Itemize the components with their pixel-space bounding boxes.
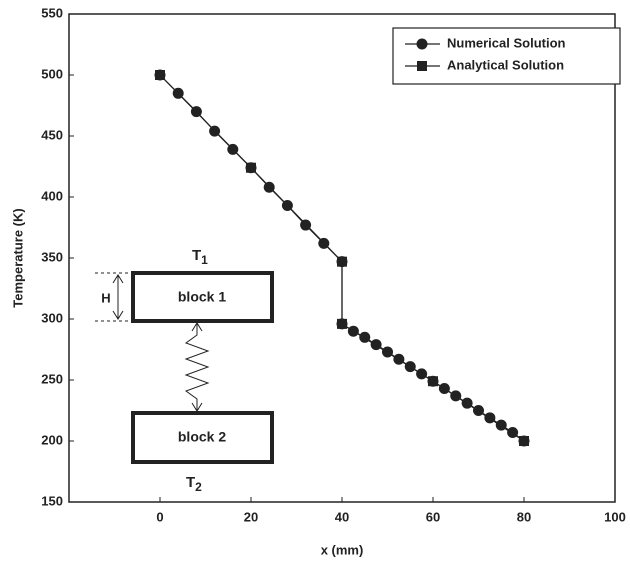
square-marker (246, 162, 256, 173)
circle-marker (227, 143, 239, 155)
y-tick-label: 300 (41, 310, 63, 325)
x-axis-label: x (mm) (321, 542, 364, 557)
circle-marker (416, 368, 428, 380)
temperature-label: T1 (192, 247, 208, 267)
circle-marker (473, 405, 484, 416)
legend (392, 27, 621, 85)
circle-marker (281, 200, 293, 212)
circle-marker (484, 412, 496, 424)
circle-marker (300, 219, 312, 231)
height-label: H (101, 290, 110, 305)
square-marker (155, 70, 165, 80)
circle-marker (393, 353, 405, 365)
circle-marker (507, 426, 519, 438)
circle-marker (450, 390, 462, 402)
circle-marker (404, 361, 416, 373)
legend-label: Analytical Solution (447, 57, 564, 72)
circle-marker (370, 339, 382, 351)
circle-marker (495, 419, 507, 431)
y-axis-label: Temperature (K) (10, 208, 25, 307)
circle-marker (359, 331, 371, 343)
y-tick-label: 450 (41, 127, 63, 142)
x-tick-label: 20 (244, 509, 258, 524)
x-tick-label: 60 (426, 509, 440, 524)
y-tick-label: 400 (41, 188, 63, 203)
y-tick-label: 200 (41, 432, 63, 447)
circle-marker (172, 87, 184, 99)
symbol: T (192, 247, 201, 264)
circle-marker (438, 383, 450, 395)
square-marker (337, 256, 347, 267)
y-tick-label: 350 (41, 249, 63, 264)
inset-diagram (95, 271, 274, 464)
circle-marker (416, 38, 428, 50)
y-tick-label: 150 (41, 493, 63, 508)
square-marker (519, 436, 529, 446)
circle-marker (190, 106, 202, 118)
circle-marker (263, 181, 275, 193)
square-marker (417, 61, 427, 71)
y-tick-label: 500 (41, 66, 63, 81)
circle-marker (461, 397, 473, 409)
block-label: block 1 (178, 289, 226, 305)
subscript: 1 (201, 253, 208, 267)
arrow-head (191, 322, 203, 332)
y-tick-label: 550 (41, 5, 63, 20)
symbol: T (186, 474, 195, 491)
block-2 (131, 411, 274, 464)
x-tick-label: 80 (517, 509, 531, 524)
circle-marker (347, 325, 359, 337)
arrow-head (112, 310, 124, 320)
legend-label: Numerical Solution (447, 35, 566, 50)
arrow-head (191, 402, 203, 412)
square-marker (337, 318, 347, 329)
block-label: block 2 (178, 429, 226, 445)
subscript: 2 (195, 480, 202, 494)
x-tick-label: 40 (335, 509, 349, 524)
arrow-head (112, 274, 124, 284)
spring (184, 323, 210, 411)
y-tick-label: 250 (41, 371, 63, 386)
x-tick-label: 0 (156, 509, 163, 524)
circle-marker (318, 237, 330, 249)
x-tick-label: 100 (604, 509, 626, 524)
temperature-label: T2 (186, 474, 202, 494)
square-marker (428, 376, 438, 387)
circle-marker (382, 346, 393, 358)
circle-marker (209, 125, 221, 137)
block-1 (131, 271, 274, 323)
